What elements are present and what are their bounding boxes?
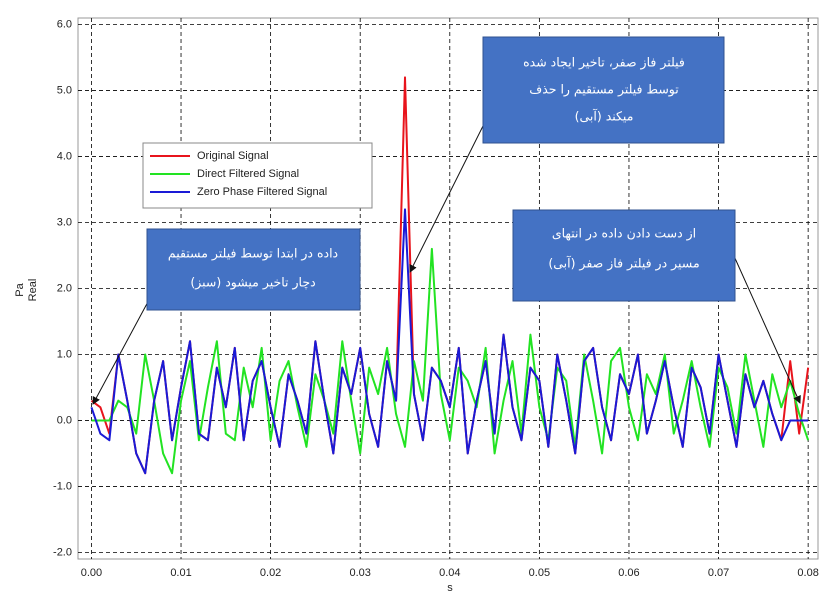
y-tick-label: 5.0 <box>57 84 72 96</box>
x-tick-label: 0.05 <box>529 567 550 579</box>
annotation-text: فیلتر فاز صفر، تاخیر ایجاد شده <box>523 55 685 71</box>
y-tick-label: 6.0 <box>57 19 72 31</box>
annotation-text: دچار تاخیر میشود (سبز) <box>190 275 315 291</box>
annotation-text: از دست دادن داده در انتهای <box>552 226 696 242</box>
annotation-box: فیلتر فاز صفر، تاخیر ایجاد شده توسط فیلت… <box>482 36 725 144</box>
y-axis-label: Pa <box>14 282 26 296</box>
arrow <box>409 111 491 273</box>
y-axis-label: Real <box>27 279 39 302</box>
legend-label: Original Signal <box>197 150 269 162</box>
x-tick-label: 0.04 <box>439 567 460 579</box>
y-tick-label: -1.0 <box>53 480 72 492</box>
series-line <box>91 247 810 475</box>
y-tick-label: 0.0 <box>57 414 72 426</box>
x-tick-label: 0.08 <box>797 567 818 579</box>
annotation-box: داده در ابتدا توسط فیلتر مستقیم دچار تاخ… <box>146 228 361 311</box>
y-tick-label: -2.0 <box>53 546 72 558</box>
annotation-bg <box>146 228 361 311</box>
y-tick-label: 4.0 <box>57 150 72 162</box>
annotation-bg <box>482 36 725 144</box>
x-tick-label: 0.06 <box>618 567 639 579</box>
annotation-text: مسیر در فیلتر فاز صفر (آبی) <box>548 256 699 272</box>
legend-label: Zero Phase Filtered Signal <box>197 186 327 198</box>
annotation-arrows <box>92 111 801 405</box>
x-axis-label: s <box>447 582 453 594</box>
y-tick-label: 3.0 <box>57 216 72 228</box>
annotation-bg <box>512 209 736 302</box>
legend: Original Signal Direct Filtered Signal Zer… <box>142 142 373 209</box>
y-tick-label: 2.0 <box>57 282 72 294</box>
x-tick-label: 0.01 <box>170 567 191 579</box>
y-tick-label: 1.0 <box>57 348 72 360</box>
x-tick-label: 0.00 <box>81 567 102 579</box>
x-tick-label: 0.02 <box>260 567 281 579</box>
x-tick-label: 0.07 <box>708 567 729 579</box>
annotation-text: توسط فیلتر مستقیم را حذف <box>529 82 679 98</box>
legend-box <box>142 142 373 209</box>
series-line <box>90 208 809 475</box>
x-tick-label: 0.03 <box>349 567 370 579</box>
legend-label: Direct Filtered Signal <box>197 168 299 180</box>
annotation-text: میکند (آبی) <box>575 109 634 124</box>
annotation-box: از دست دادن داده در انتهای مسیر در فیلتر… <box>512 209 736 302</box>
annotation-text: داده در ابتدا توسط فیلتر مستقیم <box>168 246 338 262</box>
arrow <box>92 284 158 405</box>
arrow <box>733 255 801 404</box>
